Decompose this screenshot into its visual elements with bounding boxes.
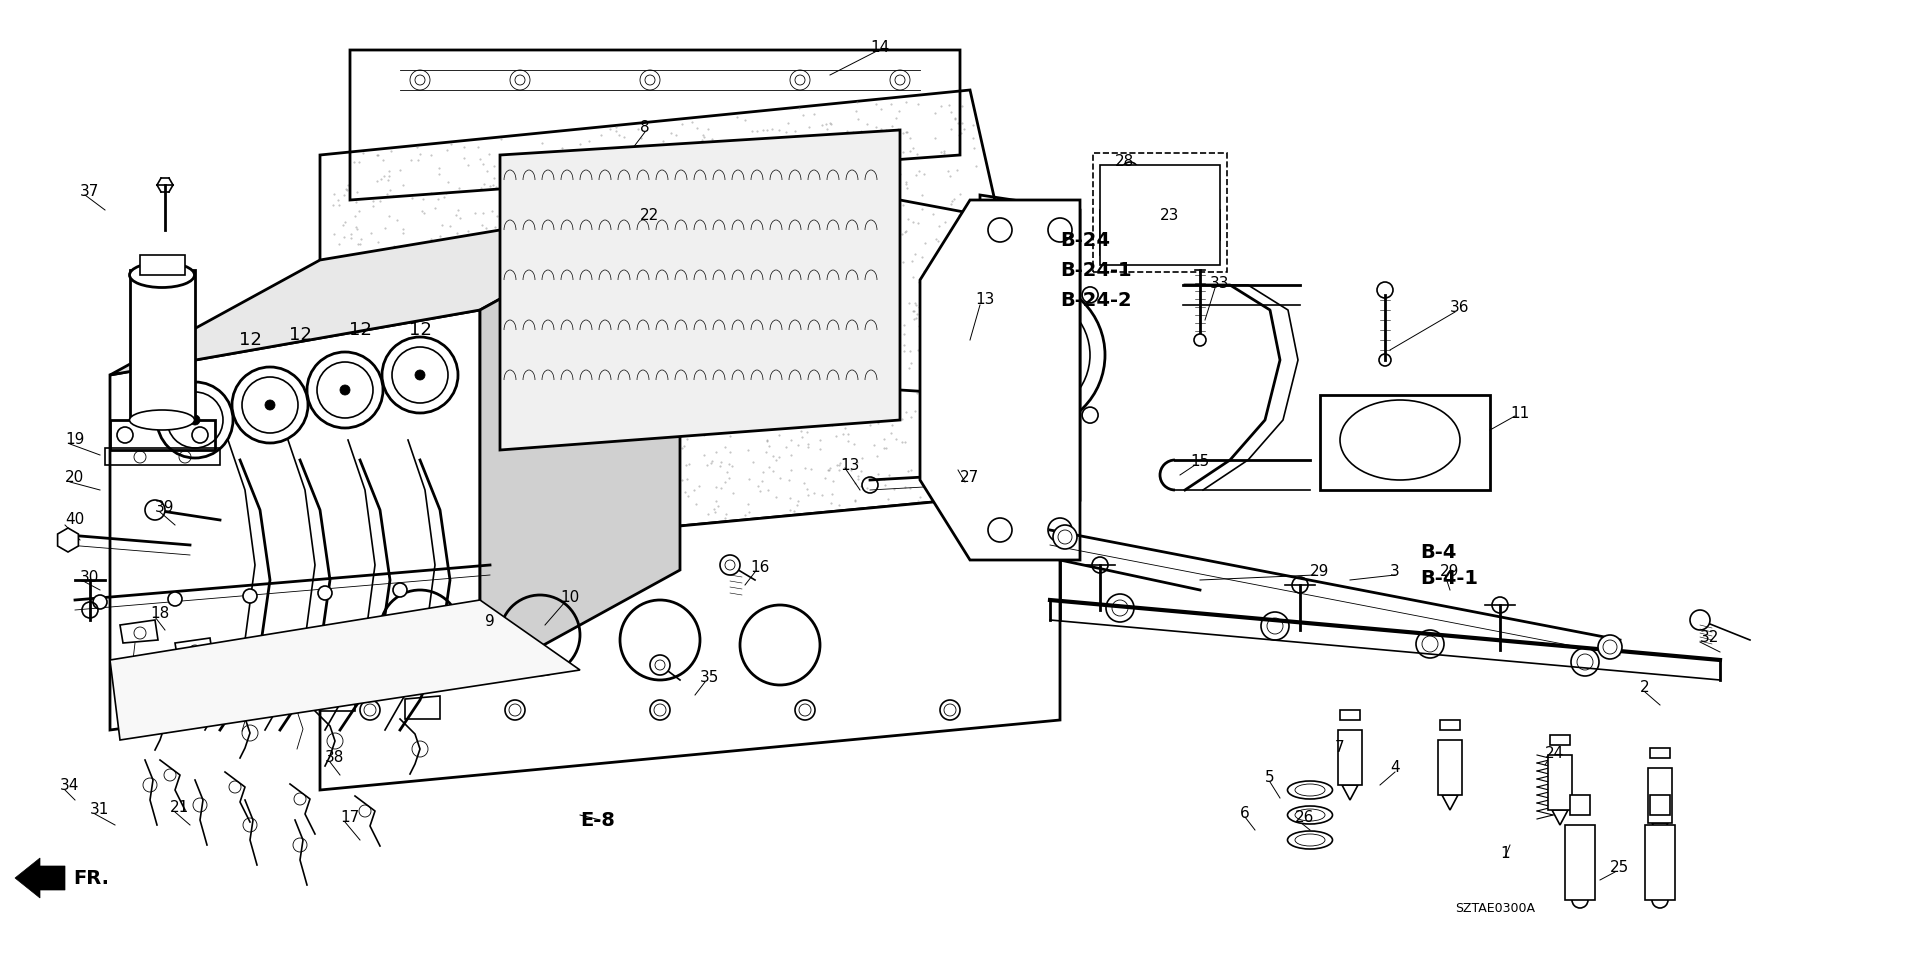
Polygon shape	[321, 490, 1060, 790]
Circle shape	[146, 500, 165, 520]
Text: B-4: B-4	[1421, 543, 1457, 563]
Text: 6: 6	[1240, 805, 1250, 821]
Text: 35: 35	[701, 670, 720, 685]
Text: 12: 12	[349, 321, 371, 339]
Circle shape	[1655, 800, 1665, 810]
Circle shape	[1597, 635, 1622, 659]
Ellipse shape	[1288, 831, 1332, 849]
Ellipse shape	[129, 262, 194, 287]
Text: SZTAE0300A: SZTAE0300A	[1455, 901, 1534, 915]
Circle shape	[1123, 224, 1137, 236]
Text: 25: 25	[1611, 860, 1630, 876]
Text: 11: 11	[1509, 405, 1528, 420]
Bar	[1647, 768, 1672, 823]
Text: 22: 22	[639, 207, 659, 223]
Polygon shape	[109, 600, 580, 740]
Text: B-24-1: B-24-1	[1060, 260, 1131, 279]
Text: 27: 27	[960, 470, 979, 486]
Text: 13: 13	[975, 293, 995, 307]
Text: 4: 4	[1390, 760, 1400, 776]
Text: 23: 23	[1160, 207, 1179, 223]
Text: 5: 5	[1265, 771, 1275, 785]
Text: 34: 34	[60, 778, 79, 793]
Circle shape	[720, 555, 739, 575]
Circle shape	[1574, 800, 1586, 810]
Bar	[1100, 165, 1219, 265]
Text: 16: 16	[751, 561, 770, 575]
Polygon shape	[480, 200, 680, 680]
Circle shape	[319, 586, 332, 600]
Text: 19: 19	[65, 433, 84, 447]
Text: 26: 26	[1294, 810, 1315, 826]
Text: B-24-2: B-24-2	[1060, 291, 1131, 309]
Bar	[1571, 795, 1590, 815]
Circle shape	[169, 592, 182, 606]
Bar	[1565, 825, 1596, 900]
Circle shape	[265, 400, 275, 410]
Text: B-4-1: B-4-1	[1421, 568, 1478, 588]
Text: 32: 32	[1699, 631, 1720, 645]
Text: 36: 36	[1450, 300, 1469, 316]
Circle shape	[1021, 347, 1039, 363]
Text: 18: 18	[150, 606, 169, 620]
Circle shape	[394, 583, 407, 597]
Text: 30: 30	[81, 570, 100, 586]
Circle shape	[340, 385, 349, 395]
Bar	[1645, 825, 1674, 900]
Text: 28: 28	[1116, 155, 1135, 170]
Circle shape	[244, 589, 257, 603]
Bar	[1438, 740, 1461, 795]
Polygon shape	[109, 310, 480, 730]
Text: 3: 3	[1390, 564, 1400, 580]
Polygon shape	[321, 90, 1060, 560]
Bar	[1548, 755, 1572, 810]
Text: 12: 12	[288, 326, 311, 344]
Circle shape	[1690, 610, 1711, 630]
Polygon shape	[920, 200, 1079, 560]
Text: 10: 10	[561, 590, 580, 606]
Text: 12: 12	[409, 321, 432, 339]
Circle shape	[1052, 525, 1077, 549]
Bar	[131, 270, 196, 420]
Text: FR.: FR.	[73, 869, 109, 887]
Circle shape	[92, 595, 108, 609]
Text: 38: 38	[324, 751, 344, 765]
Circle shape	[1194, 334, 1206, 346]
Text: 15: 15	[1190, 454, 1210, 469]
Bar	[1338, 730, 1361, 785]
Text: E-8: E-8	[580, 810, 614, 829]
Text: 12: 12	[238, 331, 261, 349]
Text: 21: 21	[171, 801, 190, 815]
Text: 24: 24	[1546, 746, 1565, 760]
Text: 29: 29	[1440, 564, 1459, 580]
Ellipse shape	[1288, 806, 1332, 824]
Text: 39: 39	[156, 500, 175, 516]
Text: 31: 31	[90, 803, 109, 818]
Text: 40: 40	[65, 513, 84, 527]
Text: 37: 37	[81, 184, 100, 200]
Text: 13: 13	[841, 458, 860, 472]
Circle shape	[651, 655, 670, 675]
Text: 7: 7	[1334, 740, 1344, 756]
Circle shape	[415, 370, 424, 380]
Text: 1: 1	[1500, 846, 1509, 860]
Ellipse shape	[1288, 781, 1332, 799]
Bar	[140, 255, 184, 275]
Text: 8: 8	[639, 121, 649, 135]
Text: 9: 9	[486, 614, 495, 630]
Polygon shape	[499, 130, 900, 450]
Bar	[1649, 795, 1670, 815]
Circle shape	[190, 415, 200, 425]
Text: B-24: B-24	[1060, 230, 1110, 250]
Text: 14: 14	[870, 40, 889, 56]
Text: 17: 17	[340, 810, 359, 826]
Polygon shape	[15, 858, 65, 898]
Text: 29: 29	[1309, 564, 1329, 580]
Text: 20: 20	[65, 470, 84, 486]
Text: 33: 33	[1210, 276, 1229, 291]
Text: 2: 2	[1640, 681, 1649, 695]
Ellipse shape	[129, 410, 194, 430]
Polygon shape	[109, 200, 680, 375]
